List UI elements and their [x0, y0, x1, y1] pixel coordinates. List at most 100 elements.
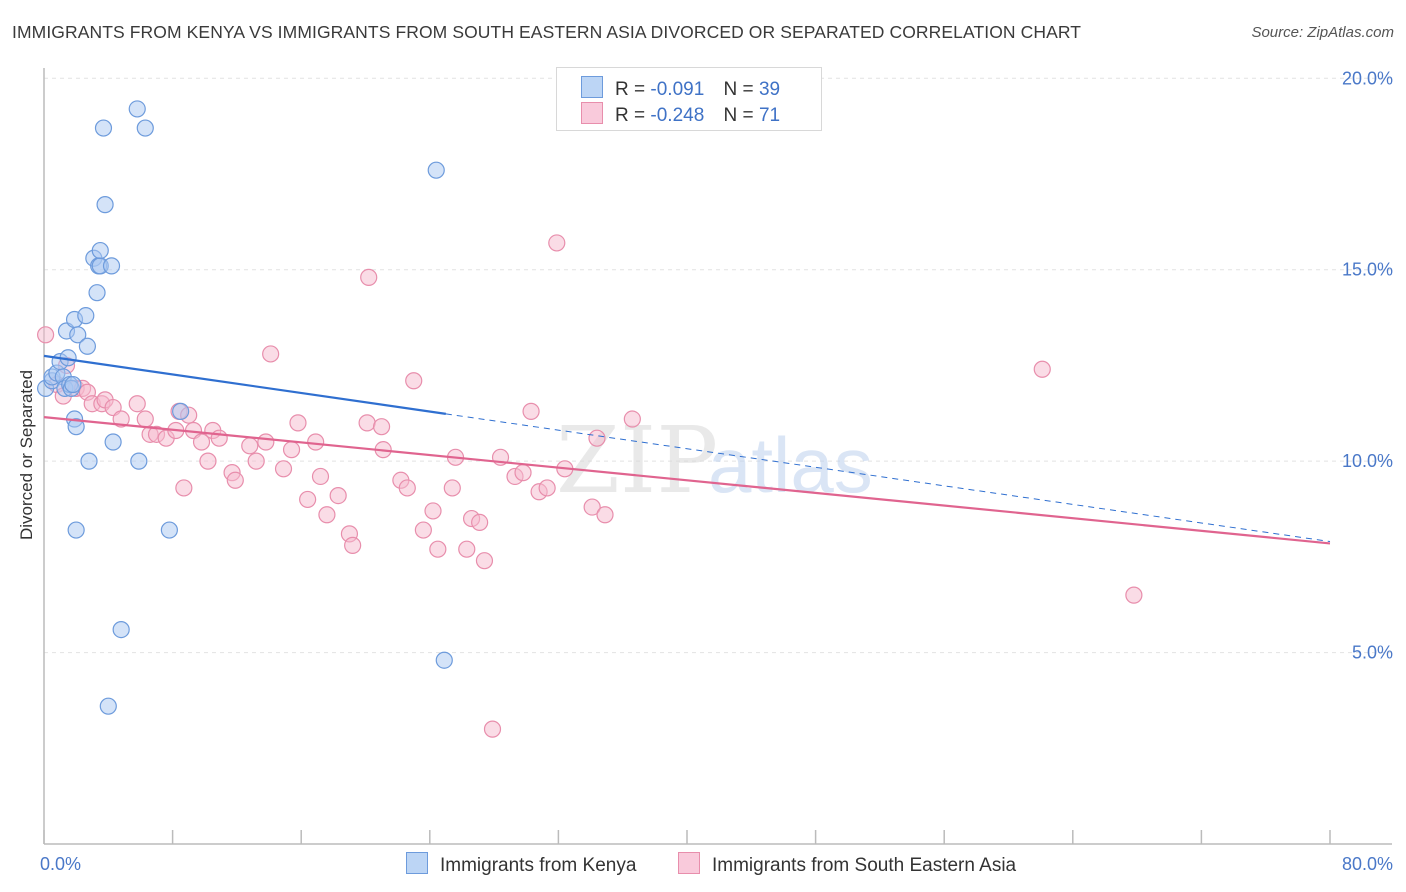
sea-point [344, 536, 362, 554]
sea-point [247, 452, 265, 470]
sea-point [358, 414, 376, 432]
sea-point [257, 433, 275, 451]
sea-point [623, 410, 641, 428]
sea-point [522, 402, 540, 420]
sea-point [583, 498, 601, 516]
kenya-point [172, 402, 190, 420]
kenya-point [69, 326, 87, 344]
legend-row-sea: R = -0.248 N = 71 [581, 102, 780, 126]
x-tick-label: 80.0% [1342, 854, 1393, 874]
series-legend: Immigrants from Kenya Immigrants from So… [0, 852, 1406, 878]
axes [43, 68, 1392, 845]
tick-labels: 5.0% 10.0% 15.0% 20.0% 0.0% 80.0% [40, 68, 1393, 874]
kenya-trend-extension [445, 413, 1331, 543]
sea-point [588, 429, 606, 447]
sea-point [596, 506, 614, 524]
legend-kenya-r-value: -0.091 [650, 79, 705, 100]
gridlines [44, 77, 1392, 654]
kenya-point [80, 452, 98, 470]
sea-point [289, 414, 307, 432]
sea-point [199, 452, 217, 470]
sea-point [37, 326, 55, 344]
sea-point [360, 268, 378, 286]
watermark-atlas: atlas [708, 421, 873, 509]
sea-point [274, 460, 293, 478]
trend-lines [43, 354, 1331, 545]
sea-point [483, 720, 502, 738]
series-legend-swatch-kenya [406, 852, 428, 874]
kenya-point [77, 307, 95, 325]
legend-row-kenya: R = -0.091 N = 39 [581, 76, 780, 100]
sea-point [538, 479, 556, 497]
sea-point [414, 521, 432, 539]
legend-sea-n-value: 71 [758, 105, 781, 126]
y-tick-label: 20.0% [1342, 68, 1393, 88]
sea-point [241, 437, 259, 455]
kenya-trend-line [43, 354, 447, 415]
y-tick-label: 15.0% [1342, 260, 1393, 280]
sea-point [282, 441, 301, 459]
kenya-point [112, 620, 130, 639]
kenya-point [136, 119, 154, 137]
kenya-point [64, 375, 82, 394]
kenya-point [94, 119, 113, 137]
chart-title: IMMIGRANTS FROM KENYA VS IMMIGRANTS FROM… [12, 22, 1082, 42]
series-legend-label-sea: Immigrants from South Eastern Asia [712, 855, 1017, 876]
legend-kenya-r-label: R = [615, 79, 646, 100]
sea-point [112, 410, 130, 428]
kenya-point [427, 161, 445, 179]
legend-sea-r-label: R = [615, 105, 646, 126]
sea-point [405, 372, 423, 390]
sea-point [475, 552, 494, 570]
sea-point [372, 418, 391, 436]
sea-point [514, 464, 532, 482]
series-legend-swatch-sea [678, 852, 700, 874]
kenya-point [88, 284, 106, 302]
series-legend-kenya: Immigrants from Kenya [406, 852, 636, 877]
kenya-point [78, 337, 97, 355]
sea-point [429, 540, 447, 558]
y-axis-title: Divorced or Separated [17, 370, 36, 540]
sea-trend-line [43, 416, 1331, 545]
sea-point [329, 487, 347, 505]
legend-swatch-kenya [581, 76, 603, 98]
sea-point [210, 429, 228, 447]
sea-point [311, 467, 330, 486]
sea-point [175, 479, 193, 497]
sea-point [136, 410, 154, 428]
sea-point [1033, 360, 1051, 378]
sea-point [307, 433, 325, 451]
legend-sea-n-label: N = [723, 105, 754, 126]
sea-point [299, 490, 317, 509]
kenya-point [160, 521, 178, 539]
sea-point [443, 479, 461, 497]
x-tick-label: 0.0% [40, 854, 81, 874]
sea-point [548, 234, 566, 252]
sea-point [226, 471, 244, 489]
watermark: ZIP atlas [556, 407, 873, 514]
kenya-point [435, 651, 453, 669]
legend-kenya-n-label: N = [723, 79, 754, 100]
sea-point [318, 506, 336, 524]
y-tick-label: 5.0% [1352, 643, 1393, 663]
sea-point [424, 502, 442, 520]
sea-point [262, 345, 280, 363]
kenya-point [99, 697, 117, 715]
sea-point [128, 395, 146, 413]
kenya-point [96, 196, 114, 214]
legend-kenya-n-value: 39 [758, 79, 781, 100]
y-tick-label: 10.0% [1342, 451, 1393, 471]
legend-sea-r-value: -0.248 [650, 105, 705, 126]
kenya-point [67, 418, 85, 436]
kenya-point [67, 521, 85, 539]
legend-swatch-sea [581, 102, 603, 124]
source-label: Source: ZipAtlas.com [1251, 24, 1394, 41]
kenya-point [128, 100, 146, 118]
sea-point [458, 540, 476, 558]
series-legend-sea: Immigrants from South Eastern Asia [678, 852, 1016, 877]
correlation-legend: R = -0.091 N = 39 R = -0.248 N = 71 [556, 67, 822, 131]
sea-point [1125, 586, 1143, 604]
kenya-point [130, 452, 148, 470]
sea-point [398, 479, 416, 497]
